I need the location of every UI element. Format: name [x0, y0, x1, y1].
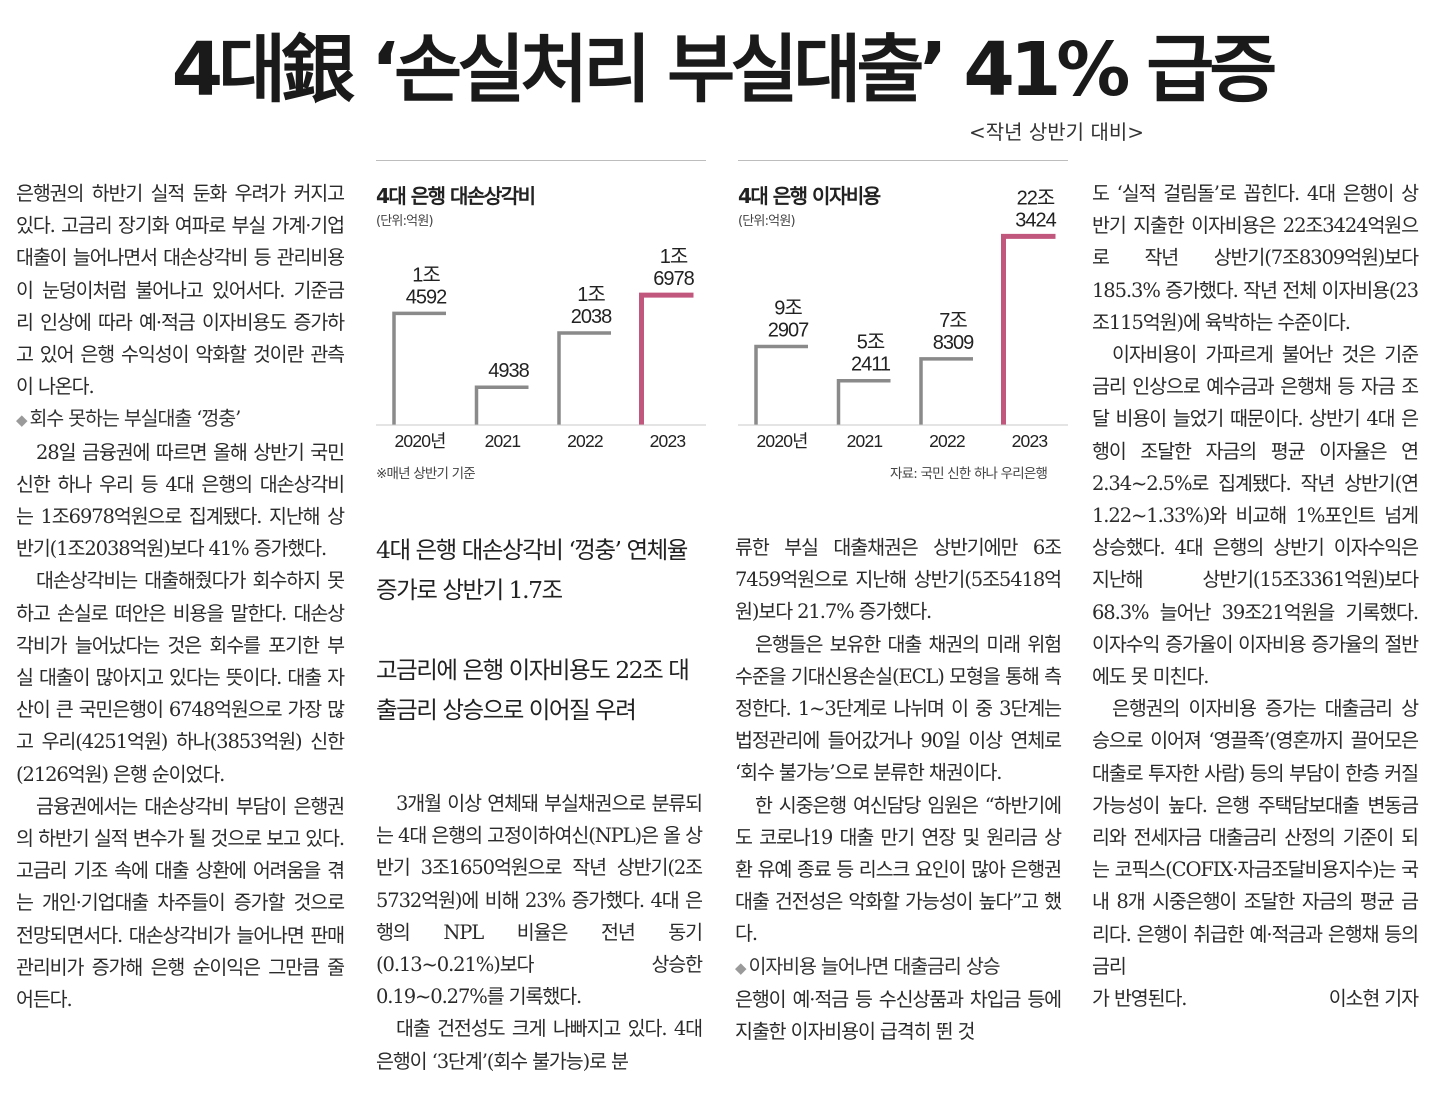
- paragraph: 류한 부실 대출채권은 상반기에만 6조7459억원으로 지난해 상반기(5조5…: [735, 536, 1062, 624]
- bar: [836, 378, 891, 425]
- chart-title-interest: 4대 은행 이자비용: [738, 184, 881, 208]
- tick-label: 2022: [929, 431, 965, 451]
- section-subheading: ◆ 이자비용 늘어나면 대출금리 상승: [735, 951, 1061, 984]
- diamond-icon: ◆: [735, 958, 747, 977]
- bar: [474, 385, 529, 425]
- chart-note-loss: ※매년 상반기 기준: [376, 466, 476, 482]
- tick-label: 2022: [567, 431, 603, 451]
- tick-label: 2021: [847, 431, 883, 451]
- bar: [557, 331, 611, 425]
- tick-label: 2023: [650, 431, 686, 451]
- data-label: 2411: [851, 354, 891, 376]
- paragraph: 대출 건전성도 크게 나빠지고 있다. 4대 은행이 ‘3단계’(회수 불가능)…: [376, 1017, 703, 1073]
- divider: [376, 160, 706, 161]
- data-label: 4938: [488, 360, 529, 382]
- tick-label: 2020년: [756, 431, 807, 451]
- paragraph: 은행권의 하반기 실적 둔화 우려가 커지고 있다. 고금리 장기화 여파로 부…: [16, 182, 345, 399]
- data-label: 9조: [774, 298, 802, 320]
- paragraph: 금융권에서는 대손상각비 부담이 은행권의 하반기 실적 변수가 될 것으로 보…: [16, 794, 345, 1012]
- bar: [754, 344, 808, 425]
- paragraph: 도 ‘실적 걸림돌’로 꼽힌다. 4대 은행이 상반기 지출한 이자비용은 22…: [1092, 182, 1419, 334]
- paragraph: 은행이 예·적금 등 수신상품과 차입금 등에 지출한 이자비용이 급격히 뛴 …: [735, 987, 1062, 1044]
- subheading-text: 이자비용 늘어나면 대출금리 상승: [748, 954, 1000, 978]
- divider: [738, 160, 1068, 161]
- paragraph: 28일 금융권에 따르면 올해 상반기 국민 신한 하나 우리 등 4대 은행의…: [16, 440, 345, 561]
- chart-title-loss: 4대 은행 대손상각비: [376, 184, 536, 208]
- chart-unit-loss: (단위:억원): [376, 214, 434, 229]
- paragraph: 3개월 이상 연체돼 부실채권으로 분류되는 4대 은행의 고정이하여신(NPL…: [376, 792, 703, 1009]
- tick-label: 2020년: [394, 431, 445, 451]
- paragraph: 이자비용이 가파르게 불어난 것은 기준금리 인상으로 예수금과 은행채 등 자…: [1092, 343, 1419, 689]
- chart-note-interest: 자료: 국민 신한 하나 우리은행: [890, 466, 1048, 482]
- byline: 이소현 기자: [1328, 987, 1419, 1011]
- data-label: 4592: [406, 286, 447, 308]
- headline: 4대銀 ‘손실처리 부실대출’ 41% 급증: [171, 27, 1278, 113]
- subheading-text: 회수 못하는 부실대출 ‘껑충’: [29, 407, 241, 431]
- data-label: 2038: [571, 306, 612, 328]
- data-label: 8309: [933, 332, 974, 354]
- article-column-4: 도 ‘실적 걸림돌’로 꼽힌다. 4대 은행이 상반기 지출한 이자비용은 22…: [1092, 178, 1419, 1015]
- tick-label: 2023: [1012, 431, 1048, 451]
- subheadline-1: 4대 은행 대손상각비 ‘껑충’ 연체율 증가로 상반기 1.7조: [376, 536, 688, 604]
- paragraph: 한 시중은행 여신담당 임원은 “하반기에도 코로나19 대출 만기 연장 및 …: [735, 793, 1062, 946]
- data-label: 1조: [660, 246, 688, 268]
- article-column-1: 은행권의 하반기 실적 둔화 우려가 커지고 있다. 고금리 장기화 여파로 부…: [16, 178, 345, 1016]
- article-column-3: 류한 부실 대출채권은 상반기에만 6조7459억원으로 지난해 상반기(5조5…: [735, 532, 1062, 1048]
- article-column-2: 3개월 이상 연체돼 부실채권으로 분류되는 4대 은행의 고정이하여신(NPL…: [376, 788, 703, 1078]
- last-line: 가 반영된다.: [1092, 987, 1188, 1011]
- data-label: 1조: [412, 264, 440, 286]
- data-label: 3424: [1015, 209, 1056, 231]
- bar-highlight: [1001, 233, 1056, 425]
- data-label: 2907: [768, 320, 809, 342]
- section-subheading: ◆ 회수 못하는 부실대출 ‘껑충’: [16, 403, 344, 436]
- diamond-icon: ◆: [16, 411, 28, 430]
- data-label: 1조: [577, 284, 605, 306]
- bar: [392, 311, 446, 425]
- data-label: 7조: [939, 310, 967, 332]
- subheadline-2: 고금리에 은행 이자비용도 22조 대출금리 상승으로 이어질 우려: [376, 656, 690, 724]
- paragraph: 은행권의 이자비용 증가는 대출금리 상승으로 이어져 ‘영끌족’(영혼까지 끌…: [1092, 697, 1419, 978]
- data-label: 6978: [653, 268, 694, 290]
- tick-label: 2021: [485, 431, 521, 451]
- bar: [919, 357, 973, 425]
- chart-unit-interest: (단위:억원): [738, 214, 796, 229]
- data-label: 5조: [857, 332, 885, 354]
- paragraph: 대손상각비는 대출해줬다가 회수하지 못하고 손실로 떠안은 비용을 말한다. …: [16, 569, 345, 786]
- headline-note: <작년 상반기 대비>: [968, 120, 1144, 144]
- bar-highlight: [639, 292, 694, 425]
- paragraph: 은행들은 보유한 대출 채권의 미래 위험 수준을 기대신용손실(ECL) 모형…: [735, 632, 1062, 785]
- data-label: 22조: [1017, 187, 1055, 209]
